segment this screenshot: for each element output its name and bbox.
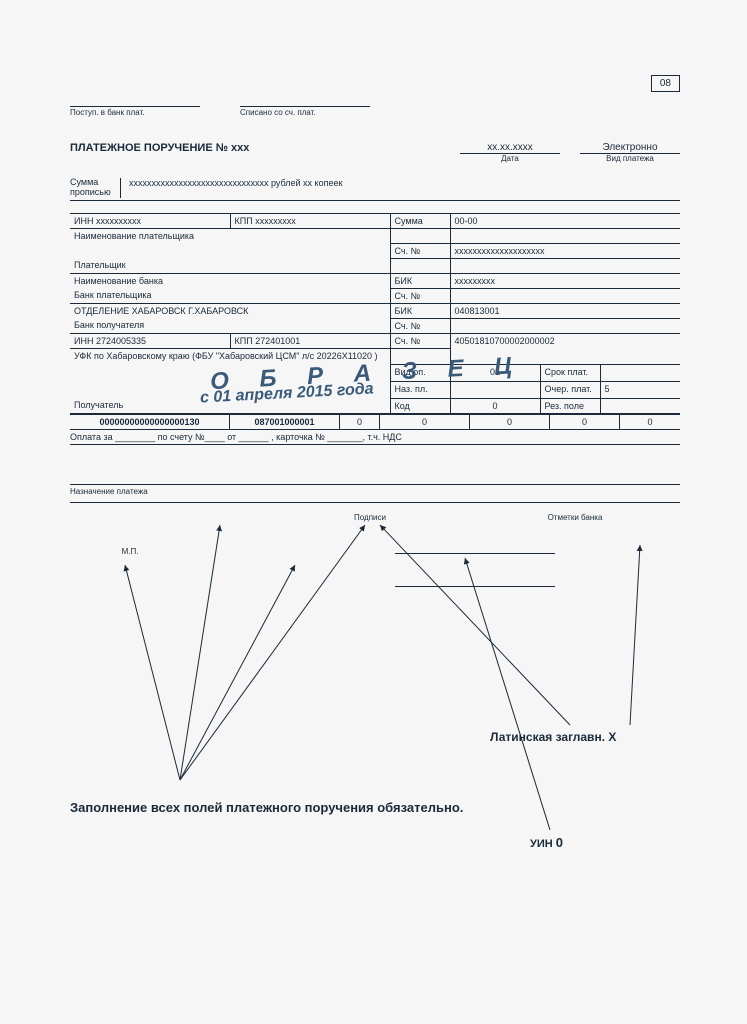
purpose-text: Оплата за ________ по счету №____ от ___… xyxy=(70,430,680,445)
payer-bank-acct-label: Сч. № xyxy=(390,288,450,303)
purpose-label: Назначение платежа xyxy=(70,487,680,496)
payee-bank-label: Банк получателя xyxy=(70,318,390,333)
payer-label: Плательщик xyxy=(70,258,390,273)
form-code: 08 xyxy=(651,75,680,92)
payer-acct-label: Сч. № xyxy=(390,243,450,258)
type-label: Вид платежа xyxy=(580,154,680,163)
payer-bank-name: Наименование банка xyxy=(70,273,390,288)
summa-label: Сумма прописью xyxy=(70,178,120,198)
date-value: xx.xx.xxxx xyxy=(460,142,560,154)
uin-value: 0 xyxy=(556,835,563,850)
bank-marks-label: Отметки банка xyxy=(470,513,680,522)
payer-name: Наименование плательщика xyxy=(70,228,390,258)
payer-acct: xxxxxxxxxxxxxxxxxxxx xyxy=(450,243,680,258)
payee-kpp: 272401001 xyxy=(255,336,300,346)
payee-inn-label: ИНН xyxy=(74,336,93,346)
rez-label: Рез. поле xyxy=(540,398,600,413)
oktmo: 087001000001 xyxy=(230,415,340,429)
payer-bik: xxxxxxxxx xyxy=(450,273,680,288)
payer-inn: xxxxxxxxxx xyxy=(96,216,141,226)
payee-bank-name: ОТДЕЛЕНИЕ ХАБАРОВСК Г.ХАБАРОВСК xyxy=(70,303,390,318)
mp-label: М.П. xyxy=(70,547,190,556)
vid-op-label: Вид оп. xyxy=(390,365,450,382)
date-label: Дата xyxy=(460,154,560,163)
srok-label: Срок плат. xyxy=(540,365,600,382)
title-sublabels: Дата Вид платежа xyxy=(70,154,680,163)
code-3: 0 xyxy=(340,415,380,429)
footer-note: Заполнение всех полей платежного поручен… xyxy=(70,800,680,815)
bank-in-label: Поступ. в банк плат. xyxy=(70,108,240,117)
ocher-label: Очер. плат. xyxy=(540,382,600,399)
signatures-label: Подписи xyxy=(270,513,470,522)
payee-label: Получатель xyxy=(70,398,390,413)
main-table: ИНН xxxxxxxxxx КПП xxxxxxxxx Сумма 00-00… xyxy=(70,213,680,414)
code-6: 0 xyxy=(550,415,620,429)
annotation-latin-x: Латинская заглавн. X xyxy=(490,730,616,744)
code-4: 0 xyxy=(380,415,470,429)
signature-row: Подписи Отметки банка xyxy=(70,513,680,522)
kbk: 00000000000000000130 xyxy=(70,415,230,429)
title-row: ПЛАТЕЖНОЕ ПОРУЧЕНИЕ № xxx xx.xx.xxxx Эле… xyxy=(70,142,680,154)
payer-inn-label: ИНН xyxy=(74,216,93,226)
sum-label: Сумма xyxy=(390,213,450,228)
sum-value: 00-00 xyxy=(450,213,680,228)
summa-row: Сумма прописью xxxxxxxxxxxxxxxxxxxxxxxxx… xyxy=(70,178,680,201)
code-7: 0 xyxy=(620,415,680,429)
document-title: ПЛАТЕЖНОЕ ПОРУЧЕНИЕ № xxx xyxy=(70,142,440,154)
payee-kpp-label: КПП xyxy=(235,336,253,346)
payee-bik: 040813001 xyxy=(450,303,680,318)
payer-bank-label: Банк плательщика xyxy=(70,288,390,303)
payee-bank-acct-label: Сч. № xyxy=(390,318,450,333)
payer-bik-label: БИК xyxy=(390,273,450,288)
payee-name: УФК по Хабаровскому краю (ФБУ "Хабаровск… xyxy=(70,348,390,398)
debit-label: Списано со сч. плат. xyxy=(240,108,410,117)
header-row: Поступ. в банк плат. Списано со сч. плат… xyxy=(70,95,680,117)
codes-row: 00000000000000000130 087001000001 0 0 0 … xyxy=(70,414,680,430)
summa-value: xxxxxxxxxxxxxxxxxxxxxxxxxxxxxxx рублей x… xyxy=(120,178,680,198)
payment-order-form: 08 Поступ. в банк плат. Списано со сч. п… xyxy=(70,80,680,589)
kod-label: Код xyxy=(390,398,450,413)
payee-bik-label: БИК xyxy=(390,303,450,318)
payee-acct: 40501810700002000002 xyxy=(450,333,680,348)
kod-value: 0 xyxy=(450,398,540,413)
ocher-value: 5 xyxy=(600,382,680,399)
naz-label: Наз. пл. xyxy=(390,382,450,399)
payee-inn: 2724005335 xyxy=(96,336,146,346)
payer-kpp: xxxxxxxxx xyxy=(255,216,296,226)
code-5: 0 xyxy=(470,415,550,429)
payment-type: Электронно xyxy=(580,142,680,154)
payer-kpp-label: КПП xyxy=(235,216,253,226)
uin-label: УИН xyxy=(530,838,553,850)
vid-op: 01 xyxy=(450,365,540,382)
payee-acct-label: Сч. № xyxy=(390,333,450,348)
